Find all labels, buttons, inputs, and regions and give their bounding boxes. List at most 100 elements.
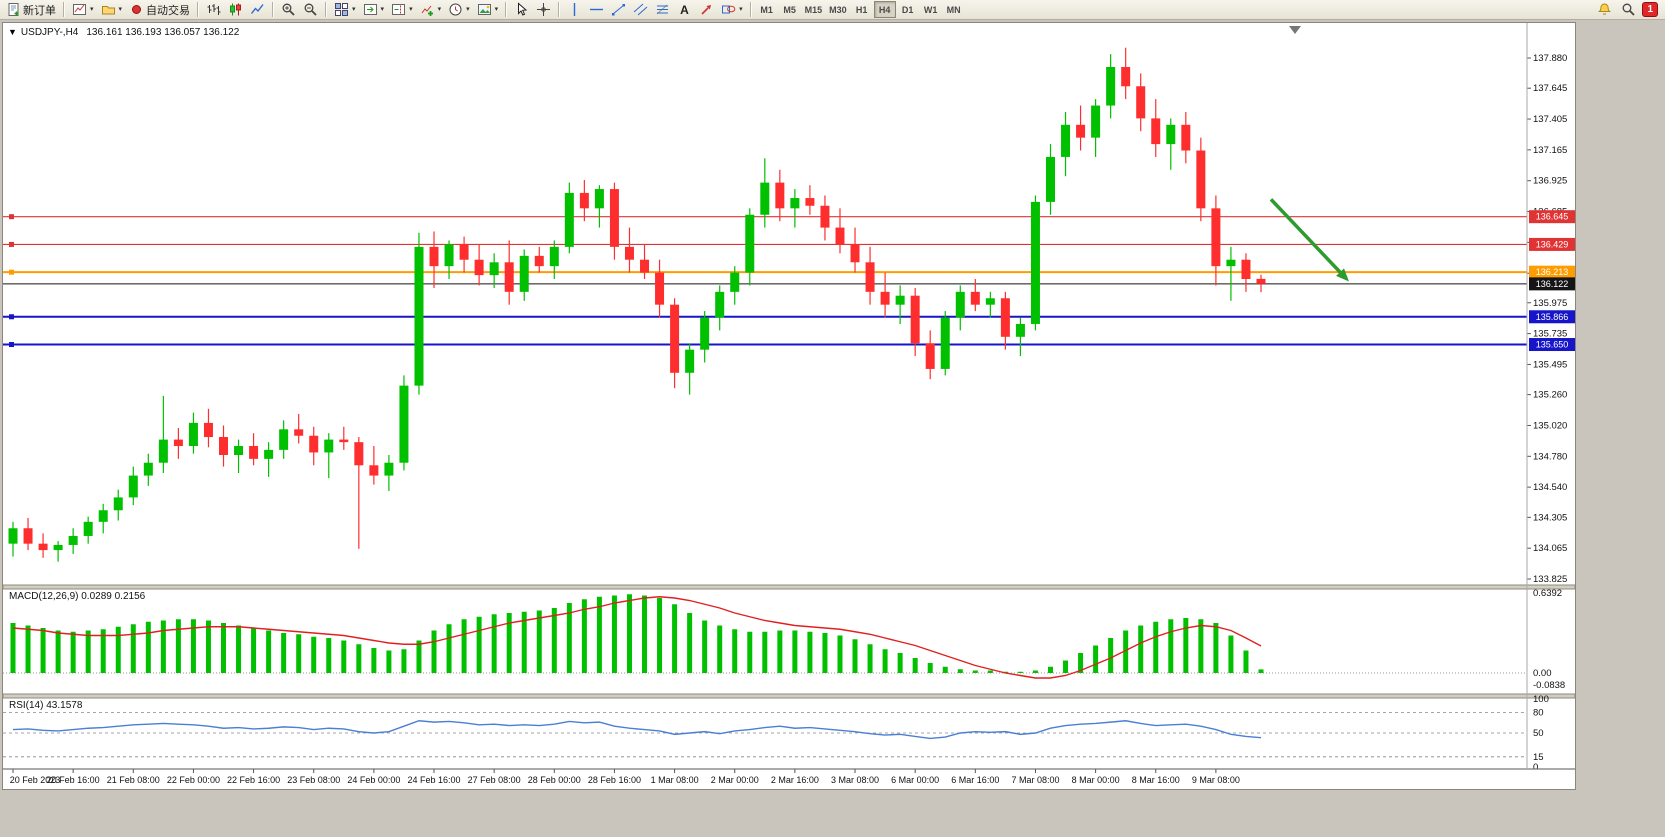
- svg-text:6 Mar 00:00: 6 Mar 00:00: [891, 775, 939, 785]
- hline-handle[interactable]: [9, 269, 14, 275]
- svg-text:135.020: 135.020: [1533, 420, 1567, 431]
- svg-text:135.866: 135.866: [1536, 312, 1569, 322]
- auto-trading-icon: [129, 2, 144, 17]
- svg-text:23 Feb 08:00: 23 Feb 08:00: [287, 775, 340, 785]
- chevron-down-icon: ▾: [90, 6, 94, 13]
- indicators-icon: [420, 2, 435, 17]
- text-button[interactable]: A: [674, 1, 695, 18]
- svg-text:0.6392: 0.6392: [1533, 588, 1562, 599]
- chart-window: 137.880 137.645 137.405 137.165 136.925 136.6…: [2, 22, 1576, 790]
- indicators-button[interactable]: ▾: [417, 1, 445, 18]
- drawn-arrow-head[interactable]: [1336, 268, 1349, 282]
- zoom-out-button[interactable]: [300, 1, 321, 18]
- search-button[interactable]: [1618, 1, 1639, 18]
- equidistant-channel-icon: [633, 2, 648, 17]
- svg-text:22 Feb 00:00: 22 Feb 00:00: [167, 775, 220, 785]
- svg-text:137.645: 137.645: [1533, 83, 1567, 94]
- equidistant-channel-button[interactable]: [630, 1, 651, 18]
- shapes-icon: [721, 2, 736, 17]
- fibonacci-button[interactable]: [652, 1, 673, 18]
- timeframe-d1[interactable]: D1: [897, 1, 919, 18]
- tile-windows-button[interactable]: ▾: [331, 1, 359, 18]
- horizontal-line-button[interactable]: [586, 1, 607, 18]
- chart-shift-marker[interactable]: [1289, 26, 1301, 34]
- svg-text:0: 0: [1533, 762, 1538, 773]
- timeframe-m15[interactable]: M15: [802, 1, 826, 18]
- alerts-button[interactable]: [1594, 1, 1615, 18]
- svg-text:A: A: [680, 3, 689, 17]
- pane-separator[interactable]: [2, 584, 1576, 590]
- timeframe-m1[interactable]: M1: [756, 1, 778, 18]
- chevron-down-icon: ▾: [380, 6, 385, 13]
- macd-pane: 0.6392 0.00-0.0838: [3, 588, 1565, 691]
- chevron-down-icon: ▾: [352, 6, 356, 13]
- auto-scroll-button[interactable]: ▾: [360, 1, 388, 18]
- hline-handle[interactable]: [9, 214, 14, 220]
- svg-text:22 Feb 16:00: 22 Feb 16:00: [227, 775, 280, 785]
- new-chart-icon: [72, 2, 87, 17]
- profiles-button[interactable]: ▾: [98, 1, 126, 18]
- svg-text:136.429: 136.429: [1536, 239, 1569, 249]
- horizontal-line-icon: [589, 2, 604, 17]
- new-chart-button[interactable]: ▾: [69, 1, 97, 18]
- zoom-in-button[interactable]: [278, 1, 299, 18]
- price-tag-135.866: [1529, 310, 1575, 324]
- svg-text:8 Mar 00:00: 8 Mar 00:00: [1072, 775, 1120, 785]
- arrows-button[interactable]: [696, 1, 717, 18]
- chart-shift-button[interactable]: ▾: [388, 1, 416, 18]
- auto-trading-button[interactable]: 自动交易: [126, 1, 193, 18]
- drawn-arrow[interactable]: [1269, 198, 1345, 277]
- chevron-down-icon: ▾: [409, 6, 413, 13]
- timeframe-h4[interactable]: H4: [873, 1, 896, 18]
- svg-text:136.925: 136.925: [1533, 176, 1567, 187]
- rsi-pane: 100 80 50 150: [3, 694, 1549, 773]
- svg-text:15: 15: [1533, 752, 1544, 763]
- timeframe-m30[interactable]: M30: [826, 1, 850, 18]
- chevron-down-icon: ▾: [118, 6, 123, 13]
- periods-button[interactable]: ▾: [445, 1, 473, 18]
- notification-badge[interactable]: 1: [1642, 2, 1658, 17]
- text-icon: A: [677, 2, 692, 17]
- timeframe-w1[interactable]: W1: [920, 1, 942, 18]
- svg-text:135.975: 135.975: [1533, 298, 1567, 309]
- vertical-line-button[interactable]: [564, 1, 585, 18]
- candlestick-icon: [228, 2, 243, 17]
- timeframe-h1[interactable]: H1: [851, 1, 873, 18]
- tile-windows-icon: [334, 2, 349, 17]
- auto-scroll-icon: [363, 2, 378, 17]
- bar-chart-button[interactable]: [203, 1, 224, 18]
- pane-separator[interactable]: [2, 693, 1576, 699]
- fibonacci-icon: [655, 2, 670, 17]
- timeframe-mn[interactable]: MN: [943, 1, 965, 18]
- templates-button[interactable]: ▾: [474, 1, 502, 18]
- line-chart-button[interactable]: [247, 1, 268, 18]
- svg-text:24 Feb 00:00: 24 Feb 00:00: [347, 775, 400, 785]
- svg-text:134.540: 134.540: [1533, 482, 1567, 493]
- svg-text:135.260: 135.260: [1533, 390, 1567, 401]
- svg-text:28 Feb 00:00: 28 Feb 00:00: [528, 775, 581, 785]
- line-chart-icon: [250, 2, 265, 17]
- trendline-button[interactable]: [608, 1, 629, 18]
- svg-text:137.405: 137.405: [1533, 114, 1567, 125]
- shapes-button[interactable]: ▾: [718, 1, 746, 18]
- candlestick-chart-button[interactable]: [225, 1, 246, 18]
- cursor-button[interactable]: [511, 1, 532, 18]
- svg-text:1 Mar 08:00: 1 Mar 08:00: [651, 775, 699, 785]
- zoom-out-icon: [303, 2, 318, 17]
- svg-text:20 Feb 2023: 20 Feb 2023: [10, 775, 61, 785]
- chart-canvas[interactable]: 137.880 137.645 137.405 137.165 136.925 136.6…: [2, 23, 1576, 789]
- crosshair-button[interactable]: [533, 1, 554, 18]
- hline-handle[interactable]: [9, 241, 14, 247]
- current-price-tag: [1529, 277, 1575, 291]
- svg-text:134.305: 134.305: [1533, 512, 1567, 523]
- macd-indicator-label: MACD(12,26,9) 0.0289 0.2156: [9, 591, 146, 602]
- chart-symbol-label: USDJPY-,H4: [20, 27, 79, 38]
- svg-text:136.645: 136.645: [1536, 212, 1569, 222]
- one-click-trading-toggle[interactable]: ▼: [8, 27, 17, 37]
- svg-text:-0.0838: -0.0838: [1533, 680, 1565, 691]
- svg-text:135.650: 135.650: [1536, 340, 1569, 350]
- timeframe-m5[interactable]: M5: [779, 1, 801, 18]
- new-order-button[interactable]: 新订单: [3, 1, 59, 18]
- hline-handle[interactable]: [9, 314, 14, 320]
- hline-handle[interactable]: [9, 342, 14, 348]
